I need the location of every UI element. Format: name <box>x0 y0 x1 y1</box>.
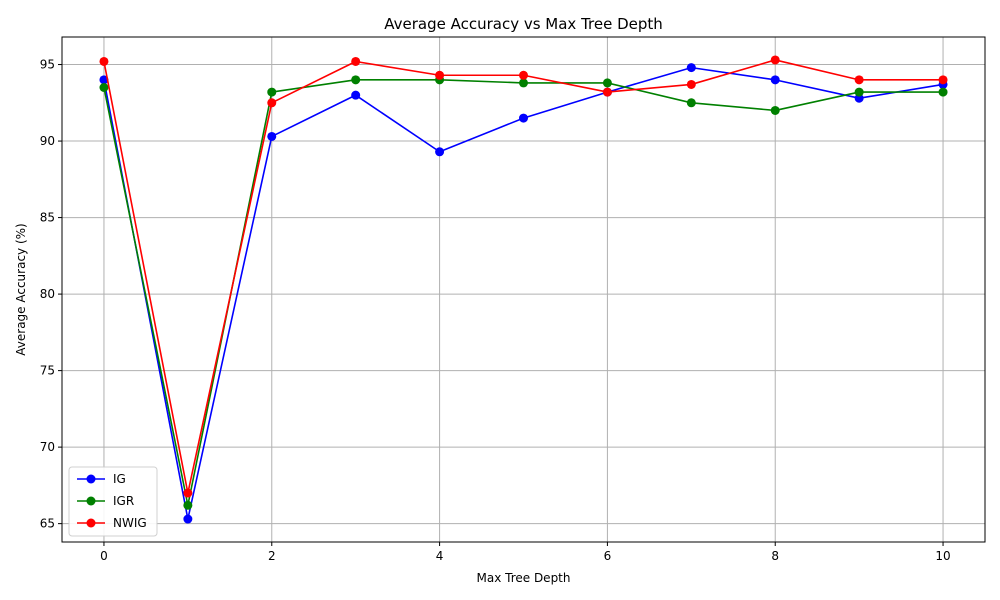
data-point <box>351 56 361 66</box>
grid-lines <box>62 37 985 542</box>
data-point <box>267 87 277 97</box>
data-point <box>351 75 361 85</box>
y-tick-label: 65 <box>40 517 55 531</box>
data-point <box>267 131 277 141</box>
x-tick-label: 0 <box>100 549 108 563</box>
series-layer <box>99 55 948 524</box>
x-axis-title: Max Tree Depth <box>477 571 571 585</box>
x-tick-label: 10 <box>935 549 950 563</box>
data-point <box>99 83 109 92</box>
x-tick-label: 8 <box>771 549 779 563</box>
data-point <box>435 70 445 80</box>
data-point <box>183 500 193 510</box>
y-tick-label: 80 <box>40 287 55 301</box>
y-tick-label: 75 <box>40 364 55 378</box>
axis-ticks: 0 2 4 6 8 10 65 70 75 80 85 90 95 <box>40 58 951 563</box>
data-point <box>519 78 528 88</box>
legend-item-ig: IG <box>77 472 126 486</box>
data-point <box>938 75 948 85</box>
chart-title: Average Accuracy vs Max Tree Depth <box>384 15 663 33</box>
legend-label: IGR <box>113 494 134 508</box>
series-nwig <box>99 55 948 498</box>
legend-item-nwig: NWIG <box>77 516 147 530</box>
x-tick-label: 6 <box>604 549 612 563</box>
plot-frame <box>61 36 986 543</box>
data-point <box>854 87 864 97</box>
data-point <box>686 63 696 73</box>
data-point <box>686 98 696 108</box>
y-tick-label: 95 <box>40 58 55 72</box>
data-point <box>854 75 864 85</box>
legend-marker <box>86 474 96 484</box>
legend-label: NWIG <box>113 516 147 530</box>
data-point <box>602 87 612 97</box>
y-tick-label: 85 <box>40 211 55 225</box>
data-point <box>519 70 528 80</box>
legend-marker <box>86 496 96 506</box>
data-point <box>686 79 696 89</box>
data-point <box>183 514 193 524</box>
x-tick-label: 2 <box>268 549 276 563</box>
y-tick-label: 70 <box>40 440 55 454</box>
x-tick-label: 4 <box>436 549 444 563</box>
data-point <box>770 75 780 85</box>
y-tick-label: 90 <box>40 134 55 148</box>
data-point <box>267 98 277 108</box>
legend-label: IG <box>113 472 126 486</box>
series-ig <box>99 63 948 524</box>
data-point <box>99 56 109 66</box>
legend-item-igr: IGR <box>77 494 134 508</box>
data-point <box>435 147 445 157</box>
data-point <box>602 78 612 88</box>
data-point <box>770 55 780 65</box>
data-point <box>770 105 780 115</box>
data-point <box>183 488 193 498</box>
legend-marker <box>86 518 96 528</box>
data-point <box>351 90 361 100</box>
y-axis-title: Average Accuracy (%) <box>14 223 28 355</box>
plot-area <box>62 37 985 542</box>
data-point <box>99 75 109 85</box>
legend: IG IGR NWIG <box>68 466 158 537</box>
data-point <box>519 113 528 123</box>
data-point <box>938 87 948 97</box>
